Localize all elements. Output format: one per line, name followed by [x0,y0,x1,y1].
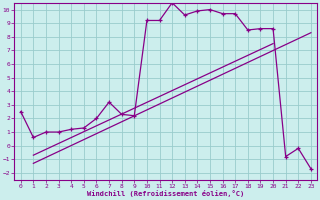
X-axis label: Windchill (Refroidissement éolien,°C): Windchill (Refroidissement éolien,°C) [87,190,244,197]
